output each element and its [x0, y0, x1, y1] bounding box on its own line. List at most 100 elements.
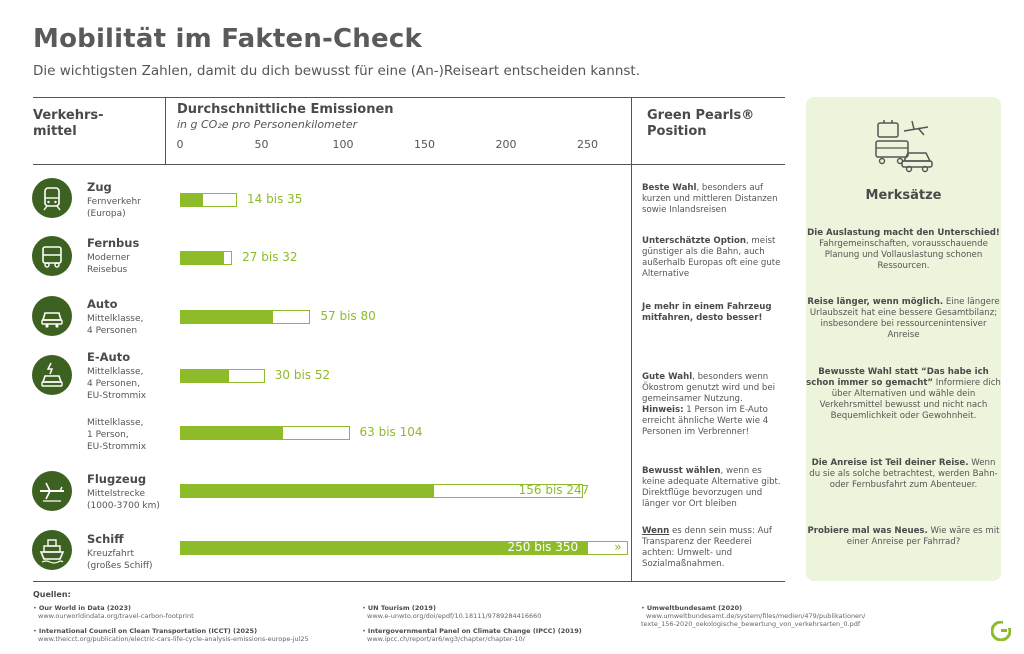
source-item: • Our World in Data (2023) www.ourworldin… [33, 604, 194, 620]
page-title: Mobilität im Fakten-Check [33, 24, 422, 54]
mode-desc-schiff: Kreuzfahrt (großes Schiff) [87, 549, 153, 571]
position-flugzeug: Bewusst wählen, wenn es keine adequate A… [642, 466, 782, 510]
column-header-mode: Verkehrs- mittel [33, 108, 104, 139]
mode-name-fernbus: Fernbus [87, 236, 140, 250]
position-e-auto-bold2: Hinweis: [642, 405, 684, 415]
tip-4: Die Anreise ist Teil deiner Reise. Wenn … [806, 458, 1001, 491]
mode-desc-auto: Mittelklasse, 4 Personen [87, 314, 144, 336]
source-name: Intergovernmental Panel on Climate Chang… [367, 627, 582, 635]
green-pearls-logo [990, 620, 1012, 642]
bus-icon [32, 236, 72, 276]
electric-car-icon [32, 355, 72, 395]
source-name: Umweltbundesamt (2020) [646, 604, 743, 612]
position-flugzeug-bold: Bewusst wählen [642, 466, 721, 476]
position-e-auto-text2: 1 Person im E-Auto erreicht ähnliche Wer… [642, 405, 769, 437]
tip-4-bold: Die Anreise ist Teil deiner Reise. [811, 458, 969, 468]
tip-3-bold: Bewusste Wahl statt “Das habe ich schon … [806, 367, 989, 388]
tip-4-text: Wenn du sie als solche betrachtest, werd… [809, 458, 998, 490]
position-schiff-bold: Wenn [642, 526, 670, 536]
table-header-rule [33, 164, 785, 165]
source-url[interactable]: www.theicct.org/publication/electric-car… [38, 635, 309, 643]
source-url[interactable]: www.ourworldindata.org/travel-carbon-foo… [38, 612, 194, 620]
bar-fill [180, 484, 435, 498]
mode-desc-flugzeug: Mittelstrecke (1000-3700 km) [87, 489, 160, 511]
ship-icon [32, 530, 72, 570]
source-item: • International Council on Clean Transpo… [33, 627, 309, 643]
tip-5: Probiere mal was Neues. Wie wäre es mit … [806, 526, 1001, 548]
source-name: UN Tourism (2019) [367, 604, 436, 612]
bar-fill [180, 426, 283, 440]
tip-1-bold: Die Auslastung macht den Unterschied! [807, 228, 1000, 238]
mode-name-e-auto: E-Auto [87, 350, 131, 364]
x-tick-label: 150 [414, 138, 435, 151]
position-e-auto-bold: Gute Wahl [642, 372, 693, 382]
column-header-position: Green Pearls® Position [647, 108, 755, 139]
position-auto: Je mehr in einem Fahrzeug mitfahren, des… [642, 302, 782, 324]
source-item: • UN Tourism (2019) www.e-unwto.org/doi/e… [362, 604, 542, 620]
source-item: • Intergovernmental Panel on Climate Cha… [362, 627, 582, 643]
bar-value-label: 250 bis 350 [507, 540, 579, 554]
source-url[interactable]: www.ipcc.ch/report/ar6/wg3/chapter/chapt… [367, 635, 525, 643]
position-flugzeug-text: , wenn es keine adequate Alternative gib… [642, 466, 781, 509]
mode-desc-zug: Fernverkehr (Europa) [87, 197, 141, 219]
bar-value-label: 27 bis 32 [242, 250, 298, 264]
column-divider-right [631, 97, 632, 582]
bar-fill [180, 193, 203, 207]
x-tick-label: 50 [254, 138, 269, 151]
position-zug: Beste Wahl, besonders auf kurzen und mit… [642, 183, 782, 216]
position-schiff-text: es denn sein muss: Auf Transparenz der R… [642, 526, 772, 569]
mode-name-auto: Auto [87, 297, 118, 311]
sources-title: Quellen: [33, 590, 71, 599]
bar-value-label: 156 bis 247 [518, 483, 590, 497]
position-fernbus: Unterschätzte Option, meist günstiger al… [642, 236, 782, 280]
source-name: Our World in Data (2023) [38, 604, 131, 612]
position-zug-bold: Beste Wahl [642, 183, 697, 193]
x-tick-label: 100 [332, 138, 354, 151]
airplane-icon [32, 471, 72, 511]
source-name: International Council on Clean Transport… [38, 627, 258, 635]
position-e-auto: Gute Wahl, besonders wenn Ökostrom genut… [642, 372, 782, 438]
position-e-auto-text: , besonders wenn Ökostrom genutzt wird u… [642, 372, 776, 404]
tip-1: Die Auslastung macht den Unterschied! Fa… [806, 228, 1001, 272]
bar-value-label: 30 bis 52 [274, 368, 331, 382]
position-auto-bold: Je mehr in einem Fahrzeug mitfahren, des… [642, 302, 772, 323]
travel-icon [868, 117, 938, 177]
table-top-rule [33, 97, 785, 98]
x-tick-label: 200 [495, 138, 517, 151]
tip-1-text: Fahrgemeinschaften, vorausschauende Plan… [819, 239, 988, 271]
tip-3: Bewusste Wahl statt “Das habe ich schon … [806, 367, 1001, 422]
source-url[interactable]: www.e-unwto.org/doi/epdf/10.18111/978928… [367, 612, 542, 620]
position-schiff: Wenn es denn sein muss: Auf Transparenz … [642, 526, 782, 570]
mode-name-zug: Zug [87, 180, 112, 194]
tip-5-bold: Probiere mal was Neues. [807, 526, 928, 536]
table-bottom-rule [33, 581, 785, 582]
x-tick-label: 250 [577, 138, 598, 151]
tip-5-text: Wie wäre es mit einer Anreise per Fahrra… [846, 526, 1000, 547]
tip-3-text: Informiere dich über Alternativen und wä… [819, 378, 1001, 421]
car-icon [32, 296, 72, 336]
mode-name-schiff: Schiff [87, 532, 124, 546]
tip-2-text: Eine längere Urlaubszeit hat eine besser… [809, 297, 1000, 340]
column-header-unit: in g CO₂e pro Personenkilometer [177, 118, 358, 131]
column-header-emissions: Durchschnittliche Emissionen [177, 102, 394, 117]
column-divider-left [165, 97, 166, 164]
panel-title: Merksätze [865, 188, 942, 203]
mode-desc-fernbus: Moderner Reisebus [87, 253, 131, 275]
bar-fill [180, 251, 224, 265]
tip-2: Reise länger, wenn möglich. Eine längere… [806, 297, 1001, 341]
bar-value-label: 63 bis 104 [359, 425, 423, 439]
position-fernbus-text: , meist günstiger als die Bahn, auch auß… [642, 236, 781, 279]
bar-value-label: 14 bis 35 [247, 192, 303, 206]
tip-2-bold: Reise länger, wenn möglich. [807, 297, 944, 307]
bar-fill [180, 369, 229, 383]
position-fernbus-bold: Unterschätzte Option [642, 236, 746, 246]
source-url[interactable]: www.umweltbundesamt.de/system/files/medi… [641, 612, 866, 628]
train-icon [32, 178, 72, 218]
source-item: • Umweltbundesamt (2020) www.umweltbundes… [641, 604, 866, 628]
bar-fill [180, 541, 588, 555]
mode-desc-e-auto-1: Mittelklasse, 1 Person, EU-Strommix [87, 418, 147, 452]
tips-panel [806, 97, 1001, 581]
overflow-marker: » [614, 540, 622, 554]
bar-fill [180, 310, 273, 324]
page-subtitle: Die wichtigsten Zahlen, damit du dich be… [33, 63, 640, 79]
